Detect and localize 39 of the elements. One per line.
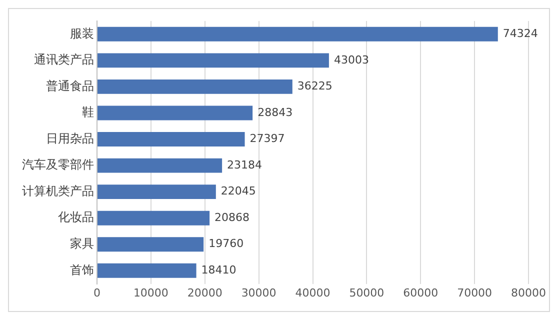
data-label: 74324 xyxy=(502,27,538,40)
data-label: 27397 xyxy=(250,132,285,146)
data-label: 22045 xyxy=(220,184,256,198)
bar xyxy=(98,158,222,173)
x-tick-label: 20000 xyxy=(187,286,222,300)
y-tick-label: 鞋 xyxy=(82,105,94,120)
y-tick-label: 首饰 xyxy=(70,262,94,277)
x-tick-label: 80000 xyxy=(511,286,546,300)
y-tick-label: 服装 xyxy=(70,26,94,40)
bar xyxy=(98,106,253,120)
x-tick-label: 10000 xyxy=(133,286,168,300)
y-tick-label: 日用杂品 xyxy=(46,131,94,146)
y-tick-label: 通讯类产品 xyxy=(34,52,94,67)
data-label: 19760 xyxy=(208,237,244,250)
x-tick-label: 40000 xyxy=(295,286,330,300)
bar xyxy=(98,210,210,226)
y-tick-label: 普通食品 xyxy=(46,78,94,93)
bar xyxy=(98,237,204,252)
bar xyxy=(98,79,292,94)
x-tick-label: 70000 xyxy=(457,286,492,300)
data-label: 23184 xyxy=(227,158,262,172)
y-tick-label: 家具 xyxy=(70,236,94,251)
bar xyxy=(98,263,196,278)
data-label: 43003 xyxy=(334,53,369,66)
data-label: 36225 xyxy=(297,80,332,93)
bar xyxy=(98,53,329,68)
x-tick-label: 60000 xyxy=(403,286,438,300)
x-tick-label: 0 xyxy=(94,286,100,300)
x-tick-label: 50000 xyxy=(349,286,384,300)
y-tick-label: 化妆品 xyxy=(58,210,94,224)
data-label: 28843 xyxy=(258,106,293,119)
bar xyxy=(98,26,498,42)
x-tick-label: 30000 xyxy=(241,286,276,300)
y-tick-label: 汽车及零部件 xyxy=(22,158,94,172)
bar xyxy=(98,184,216,200)
data-label: 18410 xyxy=(201,264,236,277)
bar xyxy=(98,132,245,146)
y-tick-label: 计算机类产品 xyxy=(22,184,94,198)
data-label: 20868 xyxy=(214,210,250,224)
